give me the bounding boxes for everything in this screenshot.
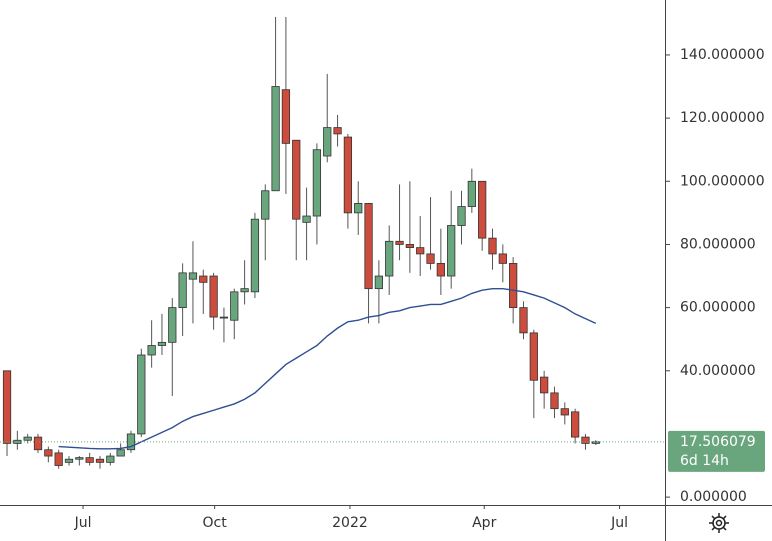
candle-body — [302, 215, 311, 223]
candle-body — [13, 439, 22, 444]
candle-body — [529, 332, 538, 381]
moving-average — [58, 287, 597, 450]
candle-body — [591, 441, 600, 444]
y-tick-label: 60.000000 — [680, 300, 756, 316]
candle-body — [447, 225, 456, 277]
candle-body — [323, 127, 332, 157]
candle-body — [44, 449, 53, 457]
candle-body — [2, 370, 12, 444]
candle-body — [488, 237, 497, 255]
candle-body — [126, 433, 136, 451]
candle-body — [95, 458, 105, 463]
candle-body — [106, 455, 115, 463]
x-tick-label: Jul — [74, 515, 92, 531]
candle-body — [385, 240, 394, 277]
candle-body — [364, 202, 373, 290]
candle-body — [519, 307, 528, 334]
candle-body — [178, 272, 187, 309]
candle-body — [188, 272, 198, 280]
y-tick-label: 80.000000 — [680, 236, 756, 252]
candle-body — [281, 89, 291, 144]
candle-body — [550, 392, 559, 410]
candle-body — [271, 86, 280, 192]
candle-body — [168, 307, 177, 343]
candle-body — [230, 291, 239, 321]
y-tick-label: 140.000000 — [680, 47, 765, 63]
candle-body — [199, 275, 208, 283]
candle-body — [333, 127, 342, 135]
candle-body — [395, 240, 404, 245]
candle-body — [416, 247, 425, 255]
candle-body — [85, 457, 94, 463]
candle-body — [137, 354, 146, 435]
x-tick-label: Jul — [610, 515, 628, 531]
candle-body — [436, 262, 445, 277]
candle-body — [75, 457, 84, 460]
candle-body — [261, 190, 270, 220]
x-tick-label: Oct — [203, 515, 228, 531]
y-tick-label: 100.000000 — [680, 173, 765, 189]
candle-body — [540, 376, 549, 394]
x-tick-label: 2022 — [332, 515, 368, 531]
candle-body — [33, 436, 43, 451]
candle-body — [478, 180, 487, 239]
x-tick-label: Apr — [472, 515, 496, 531]
y-tick-label: 40.000000 — [680, 363, 756, 379]
candle-body — [405, 244, 414, 249]
countdown-label: 6d 14h — [680, 453, 729, 469]
candle-body — [209, 275, 218, 318]
candle-body — [54, 452, 63, 466]
settings-icon[interactable] — [709, 513, 729, 533]
candle-body — [157, 341, 167, 346]
candle-body — [571, 411, 580, 438]
candle-body — [457, 206, 466, 226]
candle-body — [426, 253, 435, 264]
y-tick-label: 0.000000 — [680, 489, 747, 505]
candle-body — [467, 180, 476, 207]
candle-body — [509, 262, 518, 309]
candle-body — [374, 275, 383, 290]
candle-body — [581, 436, 590, 444]
candle-body — [147, 345, 156, 356]
candle-body — [64, 458, 74, 463]
candle-body — [116, 449, 125, 457]
candle-body — [292, 139, 301, 220]
candle-body — [560, 408, 569, 416]
candle-body — [312, 149, 322, 217]
candle-body — [343, 136, 353, 214]
candle-body — [240, 288, 249, 293]
last-price-label: 17.506079 — [680, 434, 756, 450]
candle-body — [250, 218, 260, 293]
last-price-box — [668, 430, 765, 472]
candle-body — [23, 436, 32, 441]
candle-body — [219, 316, 229, 319]
candle-body — [498, 253, 507, 264]
candle-body — [354, 202, 363, 214]
y-tick-label: 120.000000 — [680, 110, 765, 126]
